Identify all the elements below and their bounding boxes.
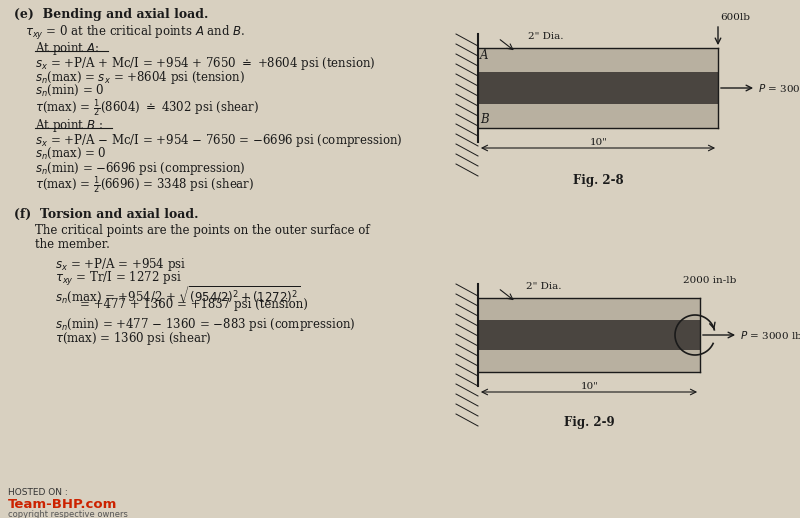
- Text: A: A: [480, 49, 489, 62]
- Text: $s_n$(max) = +954/2 + $\sqrt{(954/2)^2 + (1272)^2}$: $s_n$(max) = +954/2 + $\sqrt{(954/2)^2 +…: [55, 284, 301, 305]
- Text: $s_x$ = +P/A + Mc/I = +954 + 7650 $\doteq$ +8604 psi (tension): $s_x$ = +P/A + Mc/I = +954 + 7650 $\dote…: [35, 55, 375, 72]
- Text: $s_n$(min) = 0: $s_n$(min) = 0: [35, 83, 104, 98]
- Text: 2" Dia.: 2" Dia.: [526, 282, 562, 291]
- Text: $P$ = 3000 lb: $P$ = 3000 lb: [740, 329, 800, 341]
- Text: B: B: [480, 113, 489, 126]
- Text: At point $A$:: At point $A$:: [35, 40, 99, 57]
- Text: (f)  Torsion and axial load.: (f) Torsion and axial load.: [14, 208, 198, 221]
- Bar: [478, 48, 718, 72]
- Text: Team-BHP.com: Team-BHP.com: [8, 498, 118, 511]
- Text: 2" Dia.: 2" Dia.: [528, 32, 563, 41]
- Text: HOSTED ON :: HOSTED ON :: [8, 488, 68, 497]
- Text: 10": 10": [590, 138, 608, 147]
- Text: (e)  Bending and axial load.: (e) Bending and axial load.: [14, 8, 208, 21]
- Text: $s_x$ = +P/A = +954 psi: $s_x$ = +P/A = +954 psi: [55, 256, 186, 273]
- Bar: [478, 320, 700, 350]
- Text: the member.: the member.: [35, 238, 110, 251]
- Text: $s_n$(max) = 0: $s_n$(max) = 0: [35, 146, 106, 161]
- Text: $\tau$(max) = $\frac{1}{2}$(6696) = 3348 psi (shear): $\tau$(max) = $\frac{1}{2}$(6696) = 3348…: [35, 174, 254, 196]
- Text: $s_n$(max) = $s_x$ = +8604 psi (tension): $s_n$(max) = $s_x$ = +8604 psi (tension): [35, 69, 245, 86]
- Text: $\tau_{xy}$ = 0 at the critical points $A$ and $B$.: $\tau_{xy}$ = 0 at the critical points $…: [25, 24, 246, 42]
- Text: 2000 in-lb: 2000 in-lb: [683, 276, 736, 285]
- Bar: [478, 350, 700, 372]
- Text: Fig. 2-8: Fig. 2-8: [573, 174, 623, 187]
- Text: At point $B$ :: At point $B$ :: [35, 117, 103, 134]
- Text: $\tau$(max) = $\frac{1}{2}$(8604) $\doteq$ 4302 psi (shear): $\tau$(max) = $\frac{1}{2}$(8604) $\dote…: [35, 97, 259, 119]
- Text: $P$ = 3000 lb: $P$ = 3000 lb: [758, 82, 800, 94]
- Text: copyright respective owners: copyright respective owners: [8, 510, 128, 518]
- Text: The critical points are the points on the outer surface of: The critical points are the points on th…: [35, 224, 370, 237]
- Text: $\tau$(max) = 1360 psi (shear): $\tau$(max) = 1360 psi (shear): [55, 330, 211, 347]
- Text: $s_n$(min) = $-$6696 psi (compression): $s_n$(min) = $-$6696 psi (compression): [35, 160, 246, 177]
- Text: $\tau_{xy}$ = Tr/I = 1272 psi: $\tau_{xy}$ = Tr/I = 1272 psi: [55, 270, 182, 288]
- Bar: [478, 72, 718, 104]
- Text: 10": 10": [581, 382, 599, 391]
- Bar: [478, 104, 718, 128]
- Text: = +477 + 1360 = +1837 psi (tension): = +477 + 1360 = +1837 psi (tension): [80, 298, 308, 311]
- Text: 600lb: 600lb: [720, 13, 750, 22]
- Text: Fig. 2-9: Fig. 2-9: [564, 416, 614, 429]
- Text: $s_n$(min) = +477 $-$ 1360 = $-$883 psi (compression): $s_n$(min) = +477 $-$ 1360 = $-$883 psi …: [55, 316, 355, 333]
- Text: $s_x$ = +P/A $-$ Mc/I = +954 $-$ 7650 = $-$6696 psi (compression): $s_x$ = +P/A $-$ Mc/I = +954 $-$ 7650 = …: [35, 132, 402, 149]
- Bar: [478, 298, 700, 320]
